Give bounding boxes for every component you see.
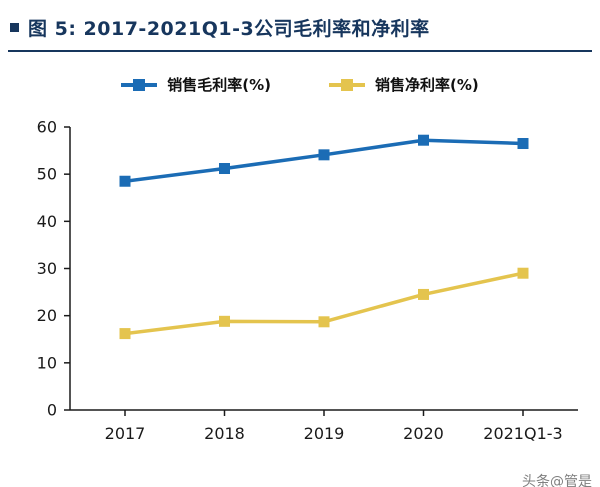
- chart-legend: 销售毛利率(%) 销售净利率(%): [0, 74, 600, 95]
- series-marker-0: [418, 134, 429, 146]
- page-title: 图 5: 2017-2021Q1-3公司毛利率和净利率: [28, 18, 430, 40]
- x-tick-label: 2019: [304, 424, 345, 443]
- series-marker-1: [517, 267, 529, 279]
- series-marker-0: [517, 138, 529, 150]
- x-tick-label: 2018: [204, 424, 245, 443]
- y-tick-label: 20: [37, 306, 57, 325]
- series-marker-1: [418, 288, 429, 300]
- series-marker-1: [318, 316, 330, 328]
- x-tick-label: 2017: [105, 424, 146, 443]
- legend-label: 销售毛利率(%): [167, 76, 271, 94]
- x-tick-label: 2020: [403, 424, 444, 443]
- line-square-marker-icon: [329, 78, 365, 91]
- legend-item-gross-margin: 销售毛利率(%): [121, 74, 271, 95]
- y-tick-label: 10: [37, 353, 57, 372]
- series-marker-0: [318, 149, 330, 161]
- y-tick-label: 60: [37, 118, 57, 137]
- y-tick-label: 0: [47, 401, 57, 420]
- series-marker-1: [219, 315, 230, 327]
- figure-header: 图 5: 2017-2021Q1-3公司毛利率和净利率: [8, 10, 592, 52]
- x-tick-label: 2021Q1-3: [483, 424, 562, 443]
- series-marker-0: [119, 175, 131, 187]
- title-bullet-icon: [10, 23, 19, 32]
- line-chart: 0 10 20 30 40 50 60 2017 2018 2019 2020 2021Q1-3: [37, 118, 578, 443]
- series-marker-0: [219, 163, 230, 175]
- legend-label: 销售净利率(%): [375, 76, 479, 94]
- legend-item-net-margin: 销售净利率(%): [329, 74, 479, 95]
- series-marker-1: [119, 328, 131, 340]
- y-tick-label: 30: [37, 259, 57, 278]
- y-tick-label: 50: [37, 165, 57, 184]
- y-tick-label: 40: [37, 212, 57, 231]
- line-square-marker-icon: [121, 78, 158, 91]
- watermark-text: 头条@管是: [522, 474, 592, 487]
- series-line-0: [123, 138, 525, 183]
- chart-area: 0 10 20 30 40 50 60 2017 2018 2019 2020 2021Q1-3: [0, 105, 600, 459]
